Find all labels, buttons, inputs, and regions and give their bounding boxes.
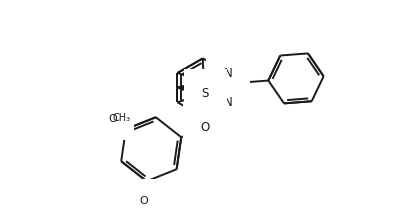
Text: N: N	[224, 66, 233, 79]
Text: O: O	[200, 121, 210, 134]
Text: O: O	[139, 196, 148, 206]
Text: CH₃: CH₃	[113, 113, 131, 123]
Text: S: S	[202, 87, 209, 100]
Text: N: N	[224, 96, 233, 109]
Text: O: O	[108, 114, 117, 124]
